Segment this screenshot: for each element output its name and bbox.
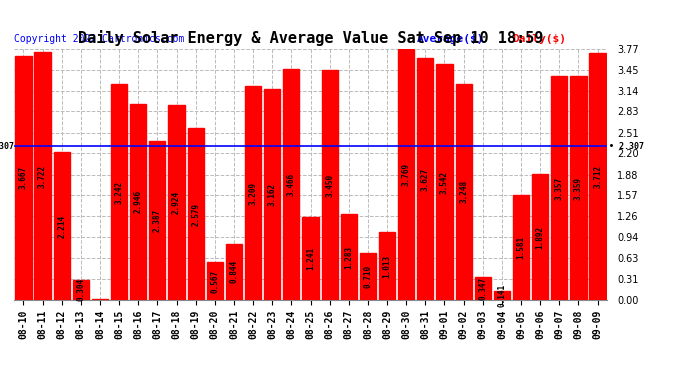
Bar	[379, 232, 395, 300]
Text: 1.892: 1.892	[535, 225, 544, 249]
Bar	[72, 280, 89, 300]
Title: Daily Solar Energy & Average Value Sat Sep 10 18:59: Daily Solar Energy & Average Value Sat S…	[78, 30, 543, 46]
Text: • 2.307: • 2.307	[0, 142, 14, 151]
Bar	[15, 56, 32, 300]
Text: 0.347: 0.347	[478, 277, 487, 300]
Text: 3.248: 3.248	[459, 180, 468, 203]
Bar	[245, 86, 262, 300]
Text: 1.013: 1.013	[382, 255, 391, 278]
Text: 2.387: 2.387	[153, 209, 162, 232]
Text: 3.466: 3.466	[287, 173, 296, 196]
Text: 0.304: 0.304	[77, 278, 86, 302]
Text: 0.141: 0.141	[497, 284, 506, 307]
Text: 2.946: 2.946	[134, 190, 143, 213]
Text: 3.722: 3.722	[38, 164, 47, 188]
Bar	[589, 53, 606, 300]
Bar	[571, 76, 586, 300]
Bar	[168, 105, 185, 300]
Bar	[149, 141, 166, 300]
Bar	[111, 84, 127, 300]
Text: 1.241: 1.241	[306, 247, 315, 270]
Bar	[322, 70, 338, 300]
Text: 3.359: 3.359	[574, 177, 583, 200]
Text: 3.162: 3.162	[268, 183, 277, 206]
Text: Daily($): Daily($)	[512, 34, 566, 44]
Text: 0.844: 0.844	[230, 260, 239, 284]
Bar	[264, 89, 280, 300]
Bar	[436, 64, 453, 300]
Text: 0.710: 0.710	[364, 265, 373, 288]
Text: 3.450: 3.450	[325, 174, 334, 196]
Text: 3.209: 3.209	[248, 182, 257, 205]
Bar	[283, 69, 299, 300]
Text: Average($): Average($)	[417, 34, 485, 44]
Text: 0.567: 0.567	[210, 270, 219, 292]
Text: 2.924: 2.924	[172, 191, 181, 214]
Bar	[359, 253, 376, 300]
Bar	[475, 277, 491, 300]
Text: • 2.307: • 2.307	[609, 142, 644, 151]
Text: 3.242: 3.242	[115, 180, 124, 204]
Text: 2.214: 2.214	[57, 214, 66, 238]
Bar	[92, 299, 108, 300]
Text: 1.283: 1.283	[344, 246, 353, 269]
Bar	[551, 76, 567, 300]
Bar	[341, 214, 357, 300]
Text: 3.357: 3.357	[555, 177, 564, 200]
Bar	[207, 262, 223, 300]
Text: 1.581: 1.581	[517, 236, 526, 259]
Bar	[188, 128, 204, 300]
Bar	[130, 104, 146, 300]
Text: 3.542: 3.542	[440, 170, 449, 194]
Bar	[494, 291, 510, 300]
Bar	[417, 58, 433, 300]
Bar	[226, 244, 242, 300]
Text: Copyright 2022 Cartronics.com: Copyright 2022 Cartronics.com	[14, 34, 184, 44]
Bar	[455, 84, 472, 300]
Bar	[513, 195, 529, 300]
Bar	[398, 49, 415, 300]
Bar	[532, 174, 549, 300]
Text: 2.579: 2.579	[191, 202, 200, 226]
Bar	[34, 52, 50, 300]
Bar	[302, 217, 319, 300]
Text: 3.627: 3.627	[421, 168, 430, 191]
Text: 3.712: 3.712	[593, 165, 602, 188]
Text: 3.769: 3.769	[402, 163, 411, 186]
Bar	[54, 153, 70, 300]
Text: 3.667: 3.667	[19, 166, 28, 189]
